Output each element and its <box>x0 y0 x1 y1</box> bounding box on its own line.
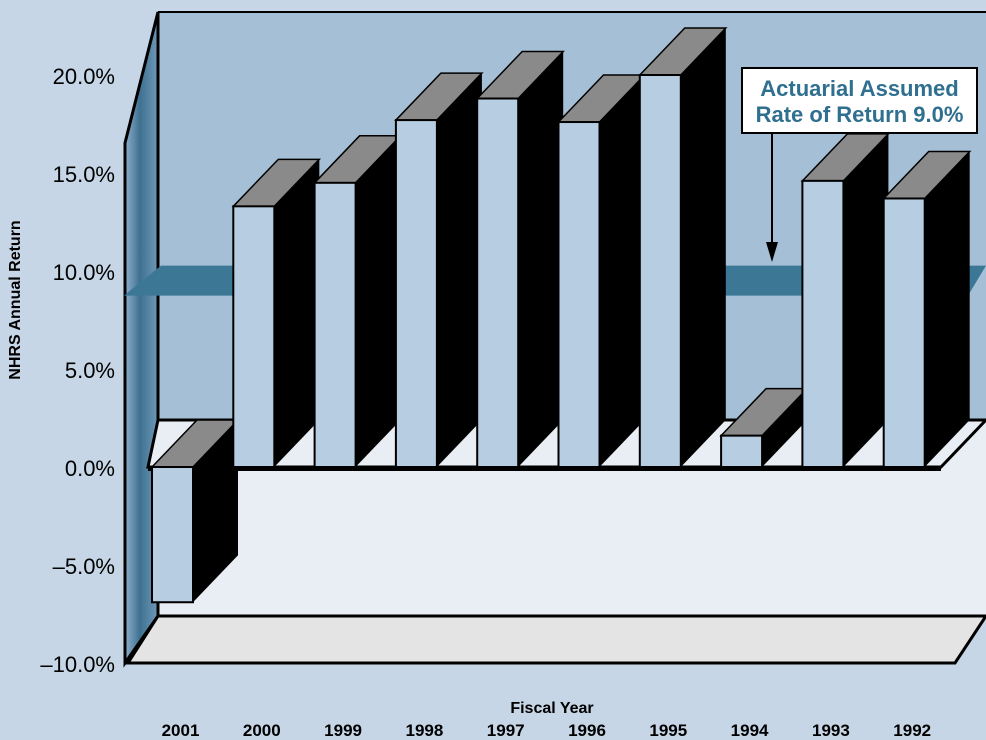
bar-side <box>843 133 889 467</box>
x-tick-label: 1999 <box>324 721 362 740</box>
bar <box>394 72 484 469</box>
bar-front <box>476 97 520 469</box>
x-tick-label: 1993 <box>812 721 850 740</box>
bar <box>800 133 891 468</box>
y-tick-label: 10.0% <box>53 260 115 285</box>
annotation-text-line1: Actuarial Assumed <box>760 76 958 101</box>
annotation-text-line2: Rate of Return 9.0% <box>756 102 964 127</box>
y-tick-label: 5.0% <box>65 358 115 383</box>
bar <box>881 150 972 468</box>
x-tick-label: 2000 <box>243 721 281 740</box>
x-tick-label: 2001 <box>162 721 200 740</box>
bar <box>312 135 403 469</box>
x-axis-label: Fiscal Year <box>510 700 593 717</box>
bar-front <box>232 205 276 468</box>
y-tick-label: 0.0% <box>65 456 115 481</box>
bar-front <box>394 119 438 469</box>
bar <box>638 27 728 468</box>
bar <box>556 74 647 468</box>
y-tick-label: 15.0% <box>53 162 115 187</box>
y-tick-label: 20.0% <box>53 64 115 89</box>
bar-front <box>801 179 845 468</box>
bar <box>150 419 240 604</box>
bar-side <box>924 151 970 468</box>
x-tick-label: 1998 <box>405 721 443 740</box>
bar-side <box>436 73 482 467</box>
bar-front <box>638 74 682 468</box>
x-tick-label: 1996 <box>568 721 606 740</box>
x-tick-label: 1997 <box>487 721 525 740</box>
bar <box>719 387 809 469</box>
x-axis: 2001 2000 1999 1998 1997 1996 1995 1994 1993 1992 <box>162 721 932 740</box>
bar-side <box>599 75 645 467</box>
y-tick-label: –5.0% <box>53 554 115 579</box>
x-tick-label: 1992 <box>893 721 931 740</box>
bar <box>231 158 322 468</box>
bar-series <box>150 27 972 604</box>
annotation-group: Actuarial Assumed Rate of Return 9.0% <box>741 67 978 262</box>
zero-line <box>148 467 941 471</box>
bar-front <box>882 197 926 468</box>
y-axis: 20.0% 15.0% 10.0% 5.0% 0.0% –5.0% –10.0% <box>40 64 115 677</box>
y-axis-label: NHRS Annual Return <box>7 220 24 379</box>
bar <box>475 50 565 469</box>
bar-side <box>274 159 320 467</box>
bar-side <box>193 420 238 603</box>
chart-floor <box>125 614 986 665</box>
bar-side <box>762 388 808 467</box>
bar-side <box>355 135 401 468</box>
x-tick-label: 1994 <box>731 721 769 740</box>
bar-front <box>313 181 357 469</box>
bar-front <box>557 121 601 468</box>
annotation-arrowhead <box>766 242 778 262</box>
x-tick-label: 1995 <box>649 721 687 740</box>
bar-side <box>518 51 564 468</box>
bar-side <box>680 28 726 467</box>
bar-front <box>151 466 194 604</box>
bar-front <box>720 434 764 469</box>
y-tick-label: –10.0% <box>40 652 115 677</box>
annotation-box <box>741 67 978 134</box>
